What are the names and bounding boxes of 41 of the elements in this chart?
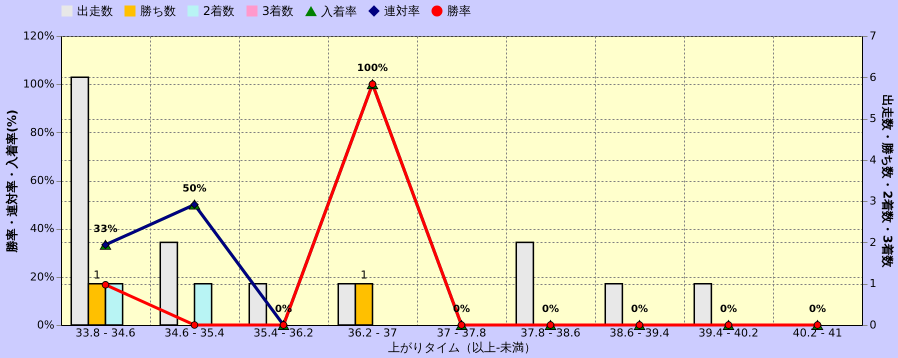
legend-label: 勝率 xyxy=(447,4,471,18)
data-label: 50% xyxy=(182,184,206,195)
x-tick-label: 39.4 - 40.2 xyxy=(698,326,758,340)
y-tick-label: 20% xyxy=(30,270,54,284)
y-tick-label: 0% xyxy=(37,318,54,332)
y-axis-title: 勝率・連対率・入着率(%) xyxy=(5,110,20,254)
y2-tick-label: 7 xyxy=(870,30,876,42)
x-tick-label: 36.2 - 37 xyxy=(348,326,398,340)
legend-label: 入着率 xyxy=(321,4,357,18)
x-tick-label: 33.8 - 34.6 xyxy=(76,326,136,340)
legend-label: 2着数 xyxy=(203,4,235,18)
data-label: 100% xyxy=(357,63,388,74)
y2-tick-label: 5 xyxy=(870,112,876,126)
data-label: 0% xyxy=(542,304,559,315)
legend-label: 3着数 xyxy=(262,4,294,18)
data-label: 0% xyxy=(809,304,826,315)
y-tick-label: 60% xyxy=(30,174,54,187)
data-label: 33% xyxy=(94,224,118,235)
x-axis-title: 上がりタイム（以上-未満） xyxy=(388,340,536,354)
data-label: 1 xyxy=(360,268,368,282)
data-label: 0% xyxy=(631,304,648,315)
data-label: 1 xyxy=(93,268,100,282)
y-tick-label: 120% xyxy=(23,30,54,42)
y-tick-label: 100% xyxy=(23,78,54,91)
data-label: 0% xyxy=(720,304,737,315)
y2-tick-label: 2 xyxy=(870,236,876,249)
y2-tick-label: 4 xyxy=(870,153,876,166)
y-tick-label: 80% xyxy=(30,126,54,139)
y2-tick-label: 1 xyxy=(870,277,876,290)
legend-label: 出走数 xyxy=(77,4,113,18)
x-tick-label: 38.6 - 39.4 xyxy=(610,326,670,340)
y-tick-label: 40% xyxy=(30,222,54,236)
y2-tick-label: 3 xyxy=(870,194,876,208)
x-tick-label: 35.4 - 36.2 xyxy=(254,326,314,340)
y2-tick-label: 0 xyxy=(870,318,876,332)
x-tick-label: 37.8 - 38.6 xyxy=(520,326,580,340)
x-tick-label: 34.6 - 35.4 xyxy=(164,326,224,340)
y2-axis-title: 出走数・勝ち数・2着数・3着数 xyxy=(880,94,894,268)
legend-label: 連対率 xyxy=(384,4,420,18)
y2-tick-label: 6 xyxy=(870,70,876,84)
legend-label: 勝ち数 xyxy=(140,4,176,18)
